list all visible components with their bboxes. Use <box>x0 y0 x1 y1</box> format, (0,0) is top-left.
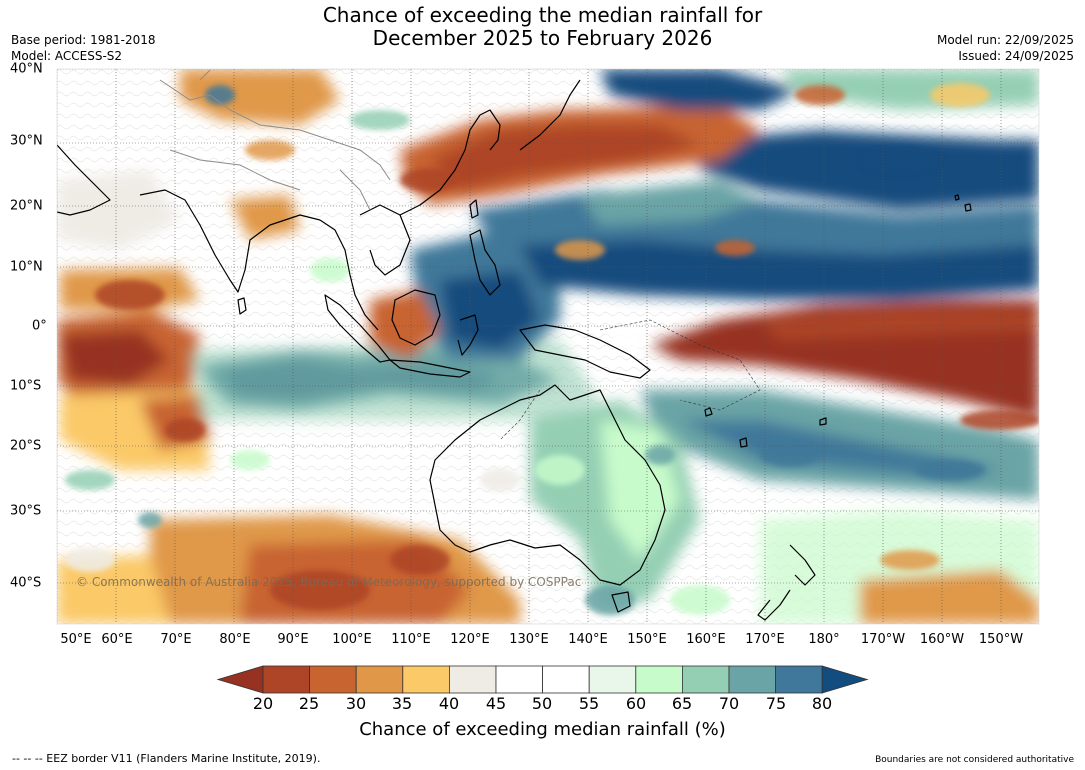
lon-label-180: 180° <box>808 632 840 647</box>
colorbar-segment <box>635 665 683 694</box>
colorbar-segment <box>588 665 637 694</box>
lon-label-90e: 90°E <box>277 632 309 647</box>
cb-tick-35: 35 <box>391 694 413 713</box>
cb-tick-55: 55 <box>578 694 600 713</box>
cb-tick-45: 45 <box>485 694 507 713</box>
colorbar <box>216 665 869 694</box>
copyright-watermark: © Commonwealth of Australia 2025, Bureau… <box>76 575 582 589</box>
lat-label-20n: 20°N <box>10 198 43 214</box>
coastlines <box>57 79 972 621</box>
graticule <box>57 69 1039 624</box>
cb-tick-80: 80 <box>811 694 833 713</box>
colorbar-extension-low <box>216 665 264 694</box>
model-run: Model run: 22/09/2025 <box>936 33 1074 47</box>
colorbar-segment <box>542 665 590 694</box>
cb-tick-30: 30 <box>345 694 367 713</box>
colorbar-extension-high <box>821 665 869 694</box>
eez-legend-note: -- -- -- EEZ border V11 (Flanders Marine… <box>12 752 321 765</box>
lon-label-80e: 80°E <box>219 632 251 647</box>
colorbar-segment <box>355 665 404 694</box>
colorbar-title: Chance of exceeding median rainfall (%) <box>359 719 726 740</box>
colorbar-segment <box>309 665 357 694</box>
lat-label-0: 0° <box>32 318 47 334</box>
country-borders <box>159 69 391 211</box>
lat-label-10s: 10°S <box>10 378 42 394</box>
lon-label-150w: 150°W <box>978 632 1024 647</box>
lat-label-30s: 30°S <box>10 503 42 519</box>
rainfall-field <box>57 69 1039 624</box>
lon-label-170w: 170°W <box>860 632 906 647</box>
lon-label-100e: 100°E <box>332 632 372 647</box>
colorbar-segment <box>728 665 776 694</box>
cb-tick-20: 20 <box>252 694 274 713</box>
colorbar-segment <box>402 665 450 694</box>
lat-label-40s: 40°S <box>10 575 42 591</box>
lon-label-60e: 60°E <box>101 632 133 647</box>
cb-tick-65: 65 <box>671 694 693 713</box>
lon-label-110e: 110°E <box>391 632 431 647</box>
lon-label-160e: 160°E <box>686 632 726 647</box>
lon-label-50e: 50°E <box>60 632 92 647</box>
issued-date: Issued: 24/09/2025 <box>958 49 1074 63</box>
cb-tick-50: 50 <box>531 694 553 713</box>
lon-label-140e: 140°E <box>568 632 608 647</box>
probability-detail <box>65 83 1039 615</box>
colorbar-segment <box>775 665 823 694</box>
lon-label-160w: 160°W <box>919 632 965 647</box>
lat-label-30n: 30°N <box>10 133 43 149</box>
lat-label-40n: 40°N <box>10 61 43 77</box>
cb-tick-25: 25 <box>298 694 320 713</box>
boundaries-disclaimer: Boundaries are not considered authoritat… <box>875 755 1074 765</box>
lat-label-20s: 20°S <box>10 438 42 454</box>
base-period: Base period: 1981-2018 <box>11 33 156 47</box>
cb-tick-75: 75 <box>765 694 787 713</box>
cb-tick-60: 60 <box>625 694 647 713</box>
lon-label-70e: 70°E <box>160 632 192 647</box>
meta-right: Model run: 22/09/2025 Issued: 24/09/2025 <box>937 32 1074 64</box>
map-title: Chance of exceeding the median rainfall … <box>0 4 1085 50</box>
lon-label-120e: 120°E <box>450 632 490 647</box>
lon-label-130e: 130°E <box>509 632 549 647</box>
title-line-1: Chance of exceeding the median rainfall … <box>322 3 763 27</box>
cb-tick-40: 40 <box>438 694 460 713</box>
lat-label-10n: 10°N <box>10 259 43 275</box>
eez-borders <box>499 319 761 441</box>
cb-tick-70: 70 <box>718 694 740 713</box>
colorbar-segment <box>448 665 497 694</box>
colorbar-segment <box>682 665 730 694</box>
meta-left: Base period: 1981-2018 Model: ACCESS-S2 <box>11 32 156 64</box>
title-line-2: December 2025 to February 2026 <box>372 26 713 50</box>
lon-label-150e: 150°E <box>627 632 667 647</box>
model-name: Model: ACCESS-S2 <box>11 49 123 63</box>
colorbar-segment <box>262 665 310 694</box>
lon-label-170e: 170°E <box>745 632 785 647</box>
colorbar-segment <box>495 665 543 694</box>
